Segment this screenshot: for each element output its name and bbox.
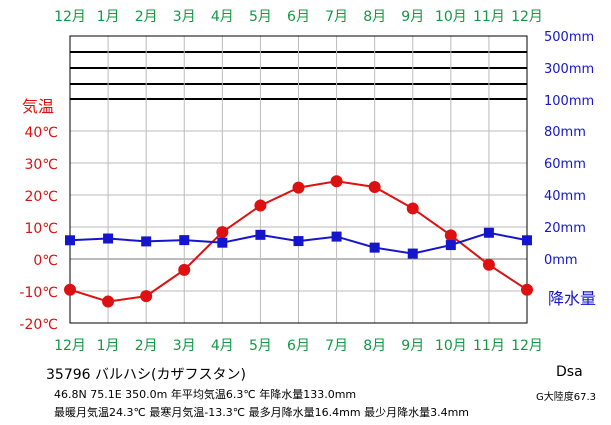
month-label-top: 3月 — [173, 9, 196, 25]
koppen-climate-class: Dsa — [556, 364, 583, 380]
month-label-top: 4月 — [211, 9, 234, 25]
temperature-tick-label: 20℃ — [24, 189, 58, 205]
station-stats-line-2: 最暖月気温24.3℃ 最寒月気温-13.3℃ 最多月降水量16.4mm 最少月降… — [54, 406, 469, 419]
precipitation-tick-label-upper: 300mm — [544, 62, 594, 77]
plot-frame — [69, 35, 528, 324]
precipitation-point — [141, 236, 152, 247]
station-stats-line-1: 46.8N 75.1E 350.0m 年平均気温6.3℃ 年降水量133.0mm — [54, 388, 357, 401]
month-label-top: 6月 — [287, 9, 310, 25]
precipitation-point — [255, 229, 266, 240]
precipitation-point — [331, 231, 342, 242]
precipitation-point — [103, 233, 114, 244]
precipitation-point — [483, 227, 494, 238]
month-label-bottom: 7月 — [325, 338, 348, 354]
month-label-top: 10月 — [435, 9, 467, 25]
temperature-tick-label: 10℃ — [24, 221, 58, 237]
month-label-top: 11月 — [473, 9, 505, 25]
temperature-tick-label: 0℃ — [33, 253, 58, 269]
month-label-bottom: 9月 — [401, 338, 424, 354]
month-label-bottom: 11月 — [473, 338, 505, 354]
month-label-top: 8月 — [363, 9, 386, 25]
temperature-point — [254, 199, 267, 212]
data-series — [64, 175, 533, 308]
precipitation-tick-label: 40mm — [544, 189, 586, 204]
temperature-tick-label: -20℃ — [19, 317, 58, 333]
station-name: 35796 バルハシ(カザフスタン) — [46, 367, 246, 383]
temperature-axis-label: 気温 — [22, 97, 54, 116]
precipitation-tick-label-upper: 100mm — [544, 94, 594, 109]
month-label-top: 12月 — [54, 9, 86, 25]
precipitation-point — [179, 235, 190, 246]
temperature-tick-label: -10℃ — [19, 285, 58, 301]
temperature-point — [330, 175, 343, 188]
month-label-bottom: 12月 — [54, 338, 86, 354]
temperature-point — [140, 290, 153, 303]
precipitation-point — [445, 240, 456, 251]
temperature-point — [292, 181, 305, 194]
continentality-index: G大陸度67.3 — [536, 392, 597, 403]
temperature-point — [102, 295, 115, 308]
month-label-bottom: 2月 — [135, 338, 158, 354]
temperature-tick-label: 30℃ — [24, 157, 58, 173]
precipitation-tick-label-upper: 500mm — [544, 30, 594, 45]
month-label-bottom: 8月 — [363, 338, 386, 354]
temperature-point — [482, 258, 495, 271]
temperature-point — [368, 181, 381, 193]
temperature-point — [178, 263, 191, 276]
temperature-point — [521, 283, 533, 296]
temperature-point — [216, 226, 229, 239]
axes — [69, 35, 528, 324]
temperature-point — [444, 229, 457, 242]
precipitation-point — [369, 242, 380, 253]
precipitation-point — [407, 248, 418, 259]
month-label-bottom: 12月 — [511, 338, 543, 354]
precipitation-tick-label: 60mm — [544, 157, 586, 172]
temperature-tick-label: 40℃ — [24, 125, 58, 141]
month-label-bottom: 6月 — [287, 338, 310, 354]
month-label-top: 9月 — [401, 9, 424, 25]
precipitation-point — [217, 237, 228, 248]
precipitation-tick-label: 20mm — [544, 221, 586, 236]
month-label-bottom: 3月 — [173, 338, 196, 354]
month-label-bottom: 10月 — [435, 338, 467, 354]
precipitation-tick-label: 0mm — [544, 253, 578, 268]
precipitation-axis-label: 降水量 — [548, 289, 596, 308]
precipitation-tick-label: 80mm — [544, 125, 586, 140]
month-label-bottom: 4月 — [211, 338, 234, 354]
month-label-bottom: 5月 — [249, 338, 272, 354]
temperature-point — [406, 202, 419, 215]
month-label-bottom: 1月 — [97, 338, 120, 354]
precipitation-point — [293, 236, 304, 247]
precipitation-point — [65, 235, 75, 246]
precipitation-point — [522, 235, 532, 246]
month-label-top: 5月 — [249, 9, 272, 25]
temperature-point — [64, 283, 76, 296]
grid — [70, 35, 527, 324]
month-label-top: 1月 — [97, 9, 120, 25]
axis-labels: 40℃ 30℃ 20℃ 10℃ 0℃ -10℃ -20℃ 気温 80mm 60mm 40mm 20mm… — [19, 9, 596, 354]
month-label-top: 2月 — [135, 9, 158, 25]
month-label-top: 7月 — [325, 9, 348, 25]
month-label-top: 12月 — [511, 9, 543, 25]
